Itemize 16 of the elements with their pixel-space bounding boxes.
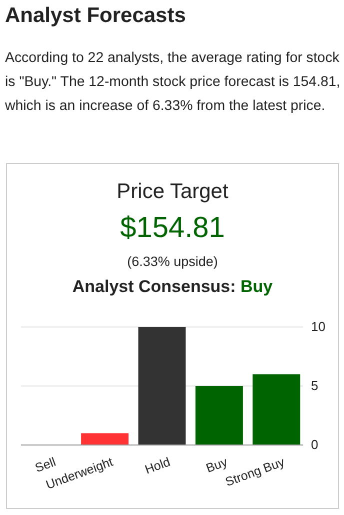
text: According to 22 analysts, the average rating for stock is "Buy." The 12-month stock price forecast is 154.81, which is an increase of 6.33% from the latest price. — [5, 49, 341, 116]
bar — [138, 327, 186, 445]
text: Buy — [240, 277, 273, 296]
y-tick-label: 0 — [311, 437, 318, 452]
bar — [195, 386, 243, 445]
x-tick-label: Hold — [143, 454, 172, 477]
text: Analyst Consensus: — [72, 277, 237, 296]
text: $154.81 — [119, 212, 226, 245]
text: Analyst Forecasts — [5, 4, 186, 28]
bar — [252, 374, 300, 445]
chart-title: Price Target — [116, 180, 230, 204]
bar — [81, 433, 129, 445]
text: (6.33% upside) — [126, 254, 219, 269]
y-tick-label: 10 — [311, 319, 326, 334]
y-tick-label: 5 — [311, 378, 318, 394]
x-tick-label: Buy — [204, 454, 230, 476]
